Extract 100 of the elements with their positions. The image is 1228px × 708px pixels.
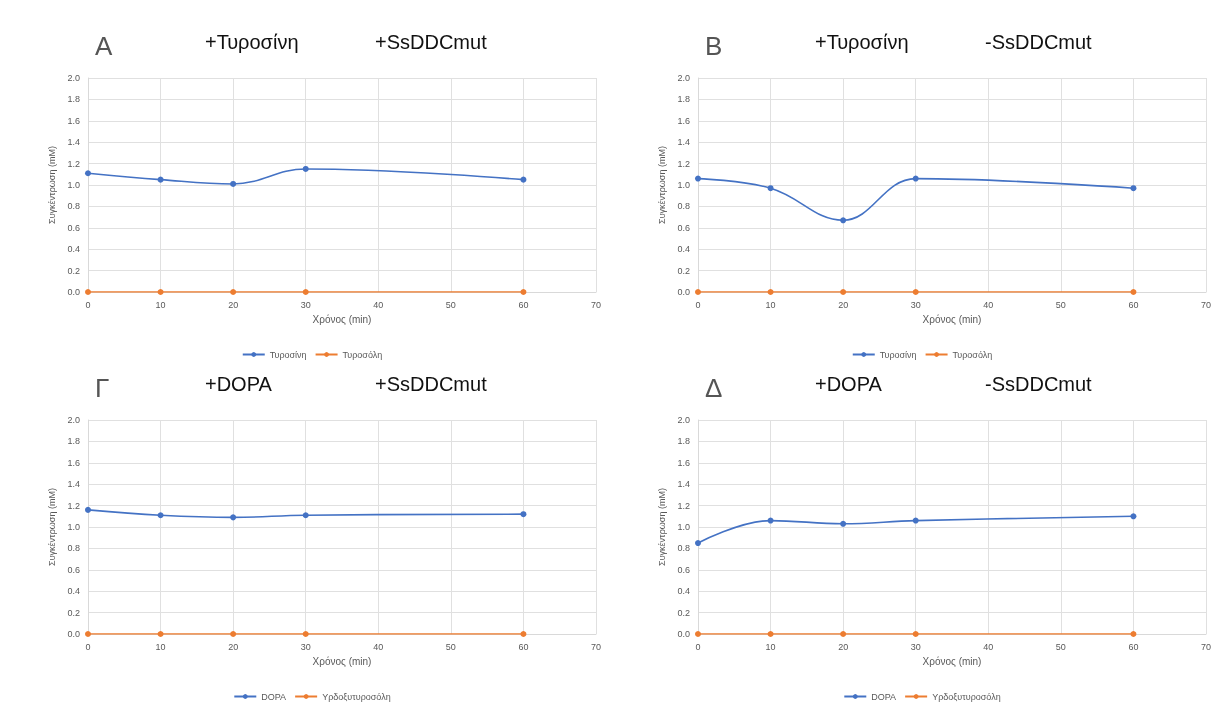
x-tick-label: 0 xyxy=(85,299,91,310)
y-tick-label: 1.2 xyxy=(677,158,690,169)
y-tick-label: 0.6 xyxy=(677,222,690,233)
point xyxy=(302,631,309,637)
y-tick-label: 0.8 xyxy=(677,201,690,212)
y-tick-label: 1.0 xyxy=(677,180,690,190)
x-tick-label: 20 xyxy=(838,641,849,652)
y-tick-label: 0.8 xyxy=(677,543,690,554)
y-tick-label: 1.2 xyxy=(67,158,80,169)
chart-title: Β xyxy=(705,31,723,61)
x-tick-label: 40 xyxy=(373,641,384,652)
point xyxy=(1130,289,1137,295)
y-tick-label: 0.0 xyxy=(677,287,690,297)
x-tick-label: 60 xyxy=(1128,299,1139,310)
x-tick-label: 50 xyxy=(1055,641,1066,652)
x-tick-label: 10 xyxy=(765,299,776,310)
point xyxy=(695,540,701,547)
y-axis-title: Συγκέντρωση (mM) xyxy=(657,488,668,566)
y-tick-label: 1.6 xyxy=(67,457,80,468)
x-tick-label: 30 xyxy=(910,641,921,652)
y-tick-label: 0.2 xyxy=(677,265,690,276)
text: +DOPA xyxy=(205,373,273,395)
y-tick-label: 1.8 xyxy=(67,436,80,447)
point xyxy=(85,506,91,513)
text: +SsDDCmut xyxy=(375,373,488,395)
x-tick-label: 20 xyxy=(838,299,849,310)
point xyxy=(767,289,774,295)
point xyxy=(230,631,237,637)
y-tick-label: 0.6 xyxy=(677,564,690,575)
y-tick-label: 0.4 xyxy=(67,586,80,597)
y-tick-label: 1.0 xyxy=(677,522,690,532)
y-tick-label: 2.0 xyxy=(67,415,80,425)
y-tick-label: 1.6 xyxy=(67,115,80,126)
point xyxy=(1130,513,1137,520)
y-tick-label: 0.8 xyxy=(67,543,80,554)
legend-label: Τυροσόλη xyxy=(342,349,383,360)
text: +Τυροσίνη xyxy=(815,31,909,53)
y-tick-label: 1.6 xyxy=(677,115,690,126)
x-tick-label: 70 xyxy=(590,299,602,310)
y-tick-label: 1.2 xyxy=(67,500,80,511)
x-tick-label: 70 xyxy=(1200,641,1212,652)
x-tick-label: 60 xyxy=(518,299,529,310)
y-tick-label: 2.0 xyxy=(677,73,690,83)
point xyxy=(85,289,91,295)
legend-label: Τυροσόλη xyxy=(952,349,993,360)
y-tick-label: 0.8 xyxy=(67,201,80,212)
y-tick-label: 1.4 xyxy=(677,137,690,148)
point xyxy=(302,512,309,519)
y-tick-label: 0.0 xyxy=(677,629,690,639)
point xyxy=(767,631,774,637)
point xyxy=(85,631,91,637)
x-tick-label: 0 xyxy=(695,641,701,652)
x-tick-label: 50 xyxy=(445,641,456,652)
y-tick-label: 1.8 xyxy=(677,94,690,105)
x-tick-label: 40 xyxy=(983,641,994,652)
y-tick-label: 0.0 xyxy=(67,629,80,639)
point xyxy=(840,217,847,224)
chart-title: Α xyxy=(95,31,113,61)
y-tick-label: 0.2 xyxy=(677,607,690,618)
point xyxy=(695,289,701,295)
legend-label: DOPA xyxy=(261,691,287,702)
point xyxy=(157,176,164,183)
y-tick-label: 0.0 xyxy=(67,287,80,297)
legend-label: Τυροσίνη xyxy=(879,349,917,360)
point xyxy=(840,289,847,295)
x-axis-title: Χρόνος (min) xyxy=(922,313,982,325)
text: +SsDDCmut xyxy=(375,31,488,53)
x-tick-label: 10 xyxy=(155,641,166,652)
point xyxy=(912,631,919,637)
point xyxy=(157,512,164,519)
y-axis-title: Συγκέντρωση (mM) xyxy=(47,488,58,566)
y-tick-label: 0.6 xyxy=(67,222,80,233)
y-tick-label: 1.4 xyxy=(67,137,80,148)
y-tick-label: 2.0 xyxy=(67,73,80,83)
y-tick-label: 1.4 xyxy=(67,479,80,490)
point xyxy=(302,289,309,295)
x-tick-label: 40 xyxy=(373,299,384,310)
point xyxy=(1130,631,1137,637)
y-tick-label: 1.8 xyxy=(677,436,690,447)
y-tick-label: 1.6 xyxy=(677,457,690,468)
point xyxy=(695,631,701,637)
y-tick-label: 1.0 xyxy=(67,180,80,190)
x-tick-label: 0 xyxy=(85,641,91,652)
legend-label: Υρδοξυτυροσόλη xyxy=(322,691,391,702)
point xyxy=(1130,185,1137,192)
y-tick-label: 1.0 xyxy=(67,522,80,532)
y-tick-label: 0.6 xyxy=(67,564,80,575)
text: -SsDDCmut xyxy=(985,373,1093,395)
x-tick-label: 20 xyxy=(228,299,239,310)
legend-label: DOPA xyxy=(871,691,897,702)
y-tick-label: 1.2 xyxy=(677,500,690,511)
y-tick-label: 0.4 xyxy=(677,244,690,255)
chart-title: Γ xyxy=(95,373,110,403)
point xyxy=(302,165,309,172)
legend-label: Τυροσίνη xyxy=(269,349,307,360)
y-axis-title: Συγκέντρωση (mM) xyxy=(657,146,668,224)
y-tick-label: 2.0 xyxy=(677,415,690,425)
point xyxy=(840,520,847,527)
point xyxy=(157,289,164,295)
point xyxy=(840,631,847,637)
